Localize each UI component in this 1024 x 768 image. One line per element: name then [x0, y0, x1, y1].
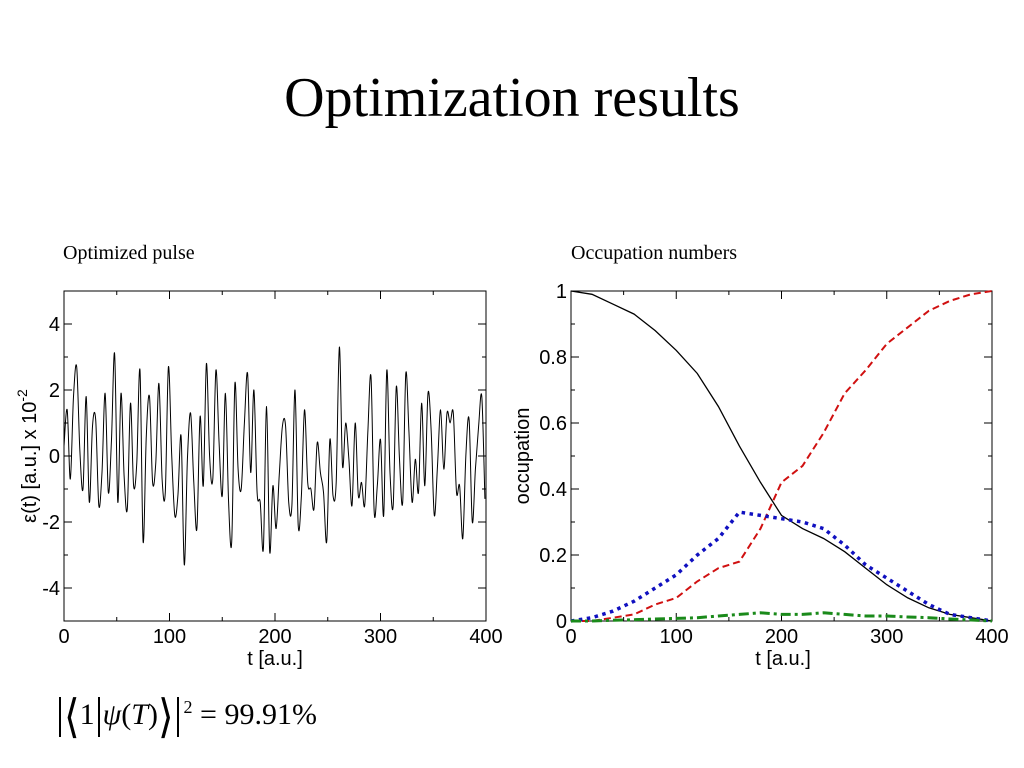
occupation-x-axis-label: t [a.u.]	[755, 648, 811, 670]
pulse-y-tick-label: 0	[49, 446, 60, 468]
occupation-y-tick-label: 0.4	[539, 479, 567, 501]
angle-bracket-right: ⟩	[157, 690, 174, 743]
pulse-x-tick-label: 100	[153, 626, 186, 648]
fidelity-value: = 99.91%	[200, 698, 317, 731]
pulse-y-tick-label: 4	[49, 314, 60, 336]
inner-bar	[97, 697, 100, 738]
fidelity-formula: ⟨1 ψ(T)⟩ 2 = 99.91%	[56, 690, 317, 740]
pulse-y-tick-label-group: -4 -2 0 2 4	[42, 314, 60, 600]
abs-bar-right	[176, 697, 179, 738]
fidelity-exponent: 2	[183, 697, 193, 717]
slide-title: Optimization results	[284, 67, 740, 129]
pulse-y-tick-label: -4	[42, 578, 60, 600]
occupation-chart: 0 100 200 300 400 0 0.2 0.4 0.6 0.8 1 t …	[512, 281, 1009, 670]
occupation-series-red-dashed-line	[571, 290, 993, 622]
pulse-plot-frame	[63, 290, 487, 622]
pulse-y-axis-label-exponent: -2	[14, 389, 30, 402]
psi-symbol: ψ	[102, 698, 122, 731]
pulse-x-axis-label: t [a.u.]	[247, 648, 303, 670]
pulse-caption: Optimized pulse	[63, 242, 195, 264]
occupation-y-tick-group	[571, 290, 992, 622]
occupation-series-black-line	[570, 290, 993, 622]
pulse-x-tick-label-group: 0 100 200 300 400	[58, 626, 502, 648]
ket-label: 1	[79, 698, 95, 731]
occupation-caption: Occupation numbers	[571, 242, 738, 264]
occupation-x-tick-label-group: 0 100 200 300 400	[565, 626, 1008, 648]
occupation-x-tick-label: 100	[660, 626, 693, 648]
occupation-y-tick-label: 0.2	[539, 545, 567, 567]
pulse-y-axis-label-text: ε(t) [a.u.] x 10	[19, 402, 41, 523]
pulse-y-tick-label: -2	[42, 512, 60, 534]
open-paren: (	[121, 698, 132, 731]
occupation-x-tick-label: 300	[870, 626, 903, 648]
occupation-x-tick-label: 200	[765, 626, 798, 648]
pulse-series-line	[63, 346, 486, 566]
occupation-series-green-dashdot-line	[571, 611, 993, 623]
occupation-y-axis-label: occupation	[512, 408, 534, 505]
angle-bracket-left: ⟨	[64, 690, 80, 743]
pulse-x-tick-group	[63, 291, 487, 621]
occupation-plot-frame	[570, 290, 993, 622]
pulse-y-tick-group	[64, 290, 486, 622]
occupation-y-tick-label: 0.8	[539, 347, 567, 369]
occupation-series-blue-dotted-line	[570, 510, 993, 623]
occupation-x-tick-group	[570, 291, 993, 621]
occupation-y-tick-label-group: 0 0.2 0.4 0.6 0.8 1	[539, 281, 567, 633]
pulse-y-tick-label: 2	[49, 380, 60, 402]
pulse-x-tick-label: 300	[364, 626, 397, 648]
pulse-chart: 0 100 200 300 400 -4 -2 0 2 4 t [a.u.] ε…	[14, 290, 503, 670]
abs-bar-left	[59, 697, 61, 738]
occupation-y-tick-label: 1	[556, 281, 567, 303]
pulse-x-tick-label: 0	[58, 626, 69, 648]
close-paren: )	[147, 698, 158, 731]
occupation-x-tick-label: 0	[565, 626, 576, 648]
occupation-y-tick-label: 0	[556, 611, 567, 633]
occupation-x-tick-label: 400	[975, 626, 1008, 648]
occupation-y-tick-label: 0.6	[539, 413, 567, 435]
pulse-x-tick-label: 200	[258, 626, 291, 648]
pulse-x-tick-label: 400	[469, 626, 502, 648]
time-symbol: T	[131, 698, 148, 731]
pulse-y-axis-label: ε(t) [a.u.] x 10-2	[14, 389, 41, 523]
